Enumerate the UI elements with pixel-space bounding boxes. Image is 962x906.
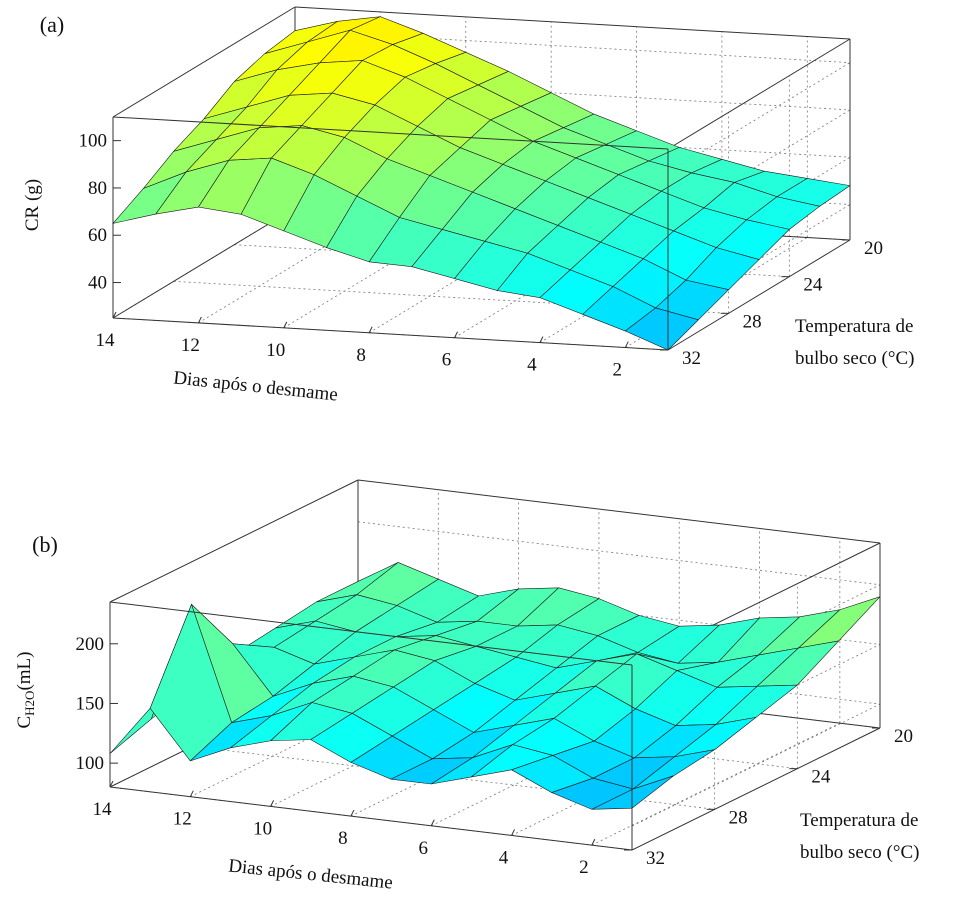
y-tick-label: 32 — [646, 848, 665, 869]
box-edge — [294, 6, 851, 40]
z-tick-label: 60 — [88, 225, 107, 246]
tick-mark — [368, 326, 373, 333]
y-axis-title: bulbo seco (°C) — [800, 842, 919, 863]
box-edge — [112, 207, 296, 319]
x-tick-label: 10 — [266, 340, 285, 361]
x-tick-label: 6 — [442, 350, 452, 371]
x-tick-label: 2 — [579, 857, 589, 878]
box-edge — [109, 601, 633, 666]
z-axis-title: CR (g) — [22, 179, 43, 231]
z-tick-label: 40 — [88, 273, 107, 294]
x-tick-label: 4 — [527, 355, 537, 376]
tick-mark — [283, 321, 288, 329]
x-tick-label: 14 — [96, 330, 116, 351]
box-edge — [357, 479, 881, 544]
y-tick-label: 24 — [803, 275, 823, 296]
y-tick-label: 28 — [729, 807, 748, 828]
tick-mark — [539, 336, 544, 343]
x-tick-label: 12 — [173, 809, 192, 830]
z-axis-title-part: H2O — [22, 691, 37, 716]
panel-label: (a) — [40, 12, 64, 37]
tick-mark — [350, 809, 355, 817]
y-tick-label: 20 — [894, 726, 913, 747]
surface — [112, 16, 851, 351]
tick-mark — [197, 316, 202, 324]
y-axis-title: bulbo seco (°C) — [795, 348, 914, 369]
box-edge — [109, 786, 633, 851]
y-axis-title: Temperatura de — [795, 316, 913, 337]
z-axis-title-part: CR (g) — [22, 179, 43, 231]
z-tick-label: 80 — [88, 178, 107, 199]
x-tick-label: 14 — [93, 799, 113, 820]
x-tick-label: 8 — [338, 828, 348, 849]
z-axis-title-part: (mL) — [14, 651, 35, 690]
x-tick-label: 8 — [356, 345, 366, 366]
tick-mark — [109, 780, 114, 788]
grid-line — [198, 212, 381, 324]
z-tick-label: 100 — [76, 753, 105, 774]
box-edge — [667, 239, 851, 351]
tick-mark — [624, 341, 629, 348]
tick-mark — [511, 829, 515, 836]
surface — [109, 562, 881, 810]
panel-label: (b) — [32, 532, 58, 557]
z-tick-label: 150 — [76, 693, 105, 714]
x-axis-title: Dias após o desmame — [227, 855, 393, 893]
y-tick-label: 20 — [864, 238, 883, 259]
x-tick-label: 6 — [418, 838, 428, 859]
box-edge — [631, 727, 881, 851]
grid-line — [357, 521, 881, 586]
z-axis-title-part: C — [14, 716, 35, 729]
z-tick-label: 100 — [79, 131, 108, 152]
x-tick-label: 12 — [181, 335, 200, 356]
y-axis-title: Temperatura de — [800, 810, 918, 831]
box-edge — [667, 38, 851, 150]
z-tick-label: 200 — [76, 634, 105, 655]
tick-mark — [591, 838, 596, 846]
tick-mark — [430, 819, 435, 826]
y-tick-label: 28 — [743, 311, 762, 332]
y-tick-label: 24 — [811, 767, 831, 788]
x-tick-label: 4 — [499, 847, 509, 868]
x-axis-title: Dias após o desmame — [172, 367, 338, 405]
y-tick-label: 32 — [682, 348, 701, 369]
tick-mark — [454, 331, 458, 338]
tick-mark — [189, 790, 194, 797]
box-edge — [112, 6, 296, 118]
grid-line — [591, 722, 841, 846]
z-axis-title: CH2O(mL) — [14, 651, 37, 728]
box-edge — [112, 116, 669, 150]
box-edge — [112, 317, 669, 351]
tick-mark — [112, 311, 117, 319]
x-tick-label: 10 — [253, 818, 272, 839]
tick-mark — [270, 800, 275, 807]
grid-line — [283, 217, 466, 329]
grid-line — [631, 703, 881, 827]
box-edge — [109, 479, 359, 603]
x-tick-label: 2 — [613, 360, 623, 381]
